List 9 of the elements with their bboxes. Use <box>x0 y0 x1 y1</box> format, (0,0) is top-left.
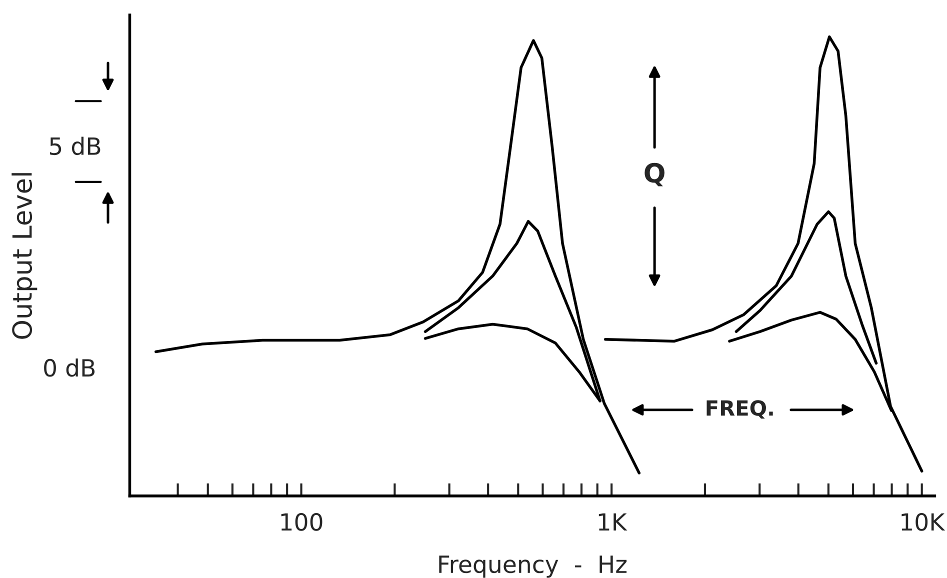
x-tick-label: 100 <box>281 513 322 531</box>
text: 0 dB <box>44 358 95 377</box>
y-axis-title: Output Level <box>12 173 38 339</box>
x-tick-label: 10K <box>902 513 946 531</box>
text: 5 dB <box>50 136 100 156</box>
annotation: FREQ. <box>706 400 773 419</box>
x-tick-label: 1K <box>598 513 628 531</box>
annotation: Q <box>644 162 664 186</box>
x-axis-title: Frequency - Hz <box>439 556 627 578</box>
